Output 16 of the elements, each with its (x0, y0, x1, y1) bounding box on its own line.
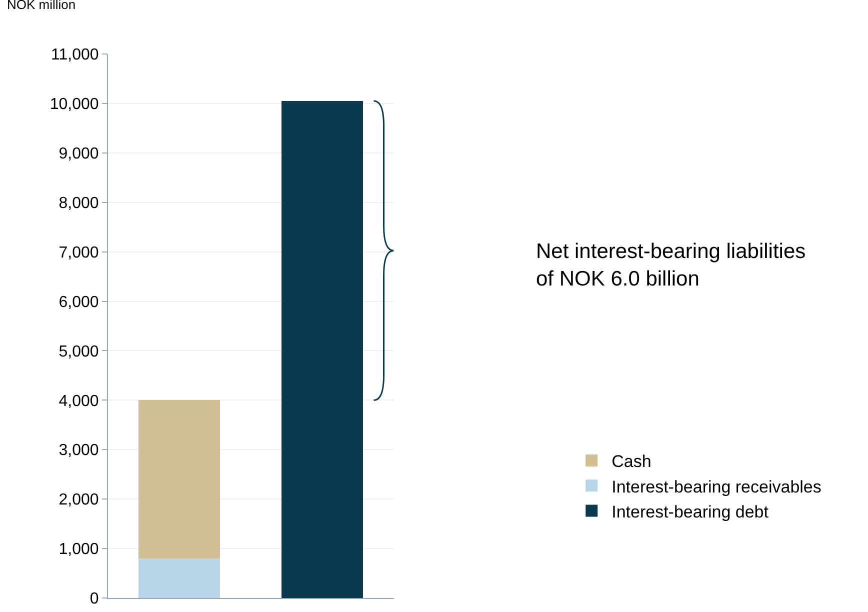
y-tick-label: 5,000 (58, 343, 99, 360)
text: Net interest-bearing liabilities of NOK 6.0 billion (536, 240, 806, 290)
y-tick-label: 9,000 (58, 146, 99, 163)
y-tick-label: 7,000 (58, 244, 99, 262)
y-tick-label: 0 (90, 590, 99, 608)
y-tick-label: 8,000 (58, 194, 99, 212)
legend-label: Interest-bearing debt (612, 502, 769, 522)
y-tick-label: 6,000 (58, 294, 99, 311)
y-tick-label: 3,000 (58, 442, 99, 460)
y-tick-label: 2,000 (58, 492, 99, 509)
y-tick-label: 11,000 (51, 46, 99, 64)
y-tick-label: 10,000 (50, 96, 99, 114)
y-tick-label: 1,000 (58, 541, 99, 558)
y-tick-label: 4,000 (58, 392, 99, 410)
legend-label: Cash (612, 452, 652, 472)
legend-label: Interest-bearing receivables (612, 477, 822, 496)
